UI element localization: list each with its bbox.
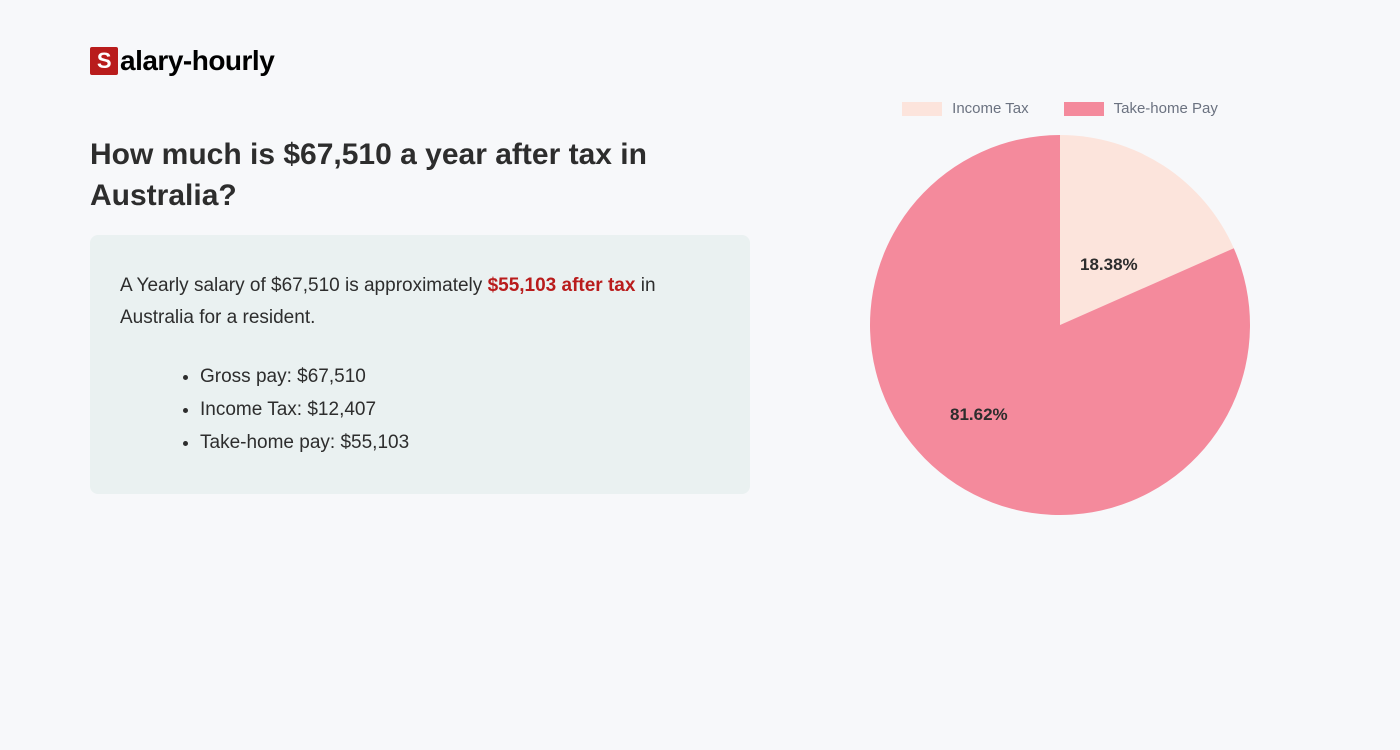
legend-label: Take-home Pay (1114, 100, 1218, 117)
summary-pre: A Yearly salary of $67,510 is approximat… (120, 275, 488, 296)
legend-item-take-home: Take-home Pay (1064, 100, 1218, 117)
list-item: Income Tax: $12,407 (200, 393, 720, 426)
legend-swatch (902, 102, 942, 116)
list-item: Take-home pay: $55,103 (200, 426, 720, 459)
slice-label-income-tax: 18.38% (1080, 255, 1138, 275)
summary-highlight: $55,103 after tax (488, 275, 636, 296)
logo-text: alary-hourly (120, 45, 274, 77)
summary-box: A Yearly salary of $67,510 is approximat… (90, 235, 750, 494)
pie-svg (870, 135, 1250, 515)
list-item: Gross pay: $67,510 (200, 360, 720, 393)
summary-list: Gross pay: $67,510 Income Tax: $12,407 T… (120, 360, 720, 460)
slice-label-take-home: 81.62% (950, 405, 1008, 425)
pie-chart-container: Income Tax Take-home Pay 18.38% 81.62% (850, 100, 1270, 515)
chart-legend: Income Tax Take-home Pay (850, 100, 1270, 117)
logo-initial: S (90, 47, 118, 75)
legend-label: Income Tax (952, 100, 1028, 117)
site-logo: Salary-hourly (90, 45, 274, 77)
page-title: How much is $67,510 a year after tax in … (90, 135, 730, 216)
legend-swatch (1064, 102, 1104, 116)
pie-chart: 18.38% 81.62% (870, 135, 1250, 515)
legend-item-income-tax: Income Tax (902, 100, 1028, 117)
summary-text: A Yearly salary of $67,510 is approximat… (120, 270, 720, 335)
